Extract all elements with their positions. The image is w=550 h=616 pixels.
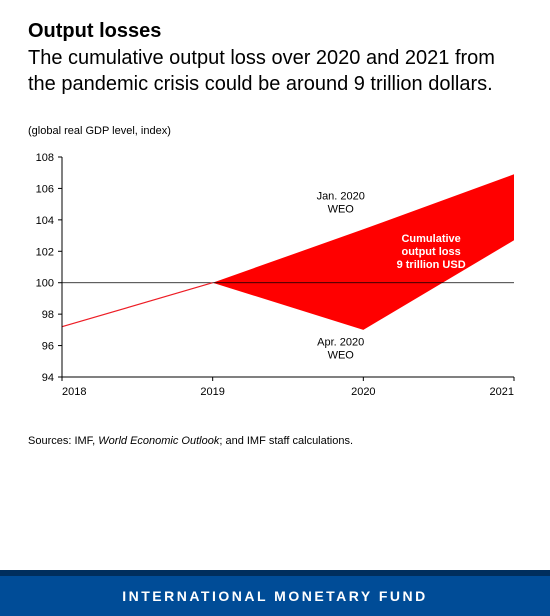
callout-line-1: Cumulative [401,233,460,245]
jan-2020-label-2: WEO [328,203,355,215]
callout-line-3: 9 trillion USD [397,259,466,271]
x-tick-label: 2019 [200,386,224,398]
output-loss-chart: 94 96 98 100 102 104 106 108 2018 2019 2020 2021 Jan… [28,147,522,407]
jan-2020-label: Jan. 2020 [317,190,365,202]
y-tick-label: 94 [42,372,54,384]
sources-italic: World Economic Outlook [98,435,219,447]
y-tick-label: 108 [36,152,54,164]
chart-svg: 94 96 98 100 102 104 106 108 2018 2019 2020 2021 Jan… [28,147,522,407]
y-tick-label: 104 [36,215,54,227]
apr-2020-label-2: WEO [328,350,355,362]
pre-2019-line [62,283,213,327]
y-axis-description: (global real GDP level, index) [28,125,522,137]
y-tick-label: 106 [36,183,54,195]
chart-sources: Sources: IMF, World Economic Outlook; an… [28,435,522,447]
footer-bar: INTERNATIONAL MONETARY FUND [0,570,550,616]
y-tick-label: 96 [42,341,54,353]
x-tick-label: 2020 [351,386,375,398]
apr-2020-label: Apr. 2020 [317,337,364,349]
callout-line-2: output loss [401,246,460,258]
x-tick-label: 2021 [490,386,514,398]
sources-prefix: Sources: IMF, [28,435,98,447]
y-tick-label: 98 [42,309,54,321]
sources-suffix: ; and IMF staff calculations. [219,435,353,447]
chart-subtitle: The cumulative output loss over 2020 and… [28,45,522,97]
footer-text: INTERNATIONAL MONETARY FUND [122,588,428,604]
chart-title: Output losses [28,20,522,43]
x-tick-label: 2018 [62,386,86,398]
y-tick-label: 102 [36,246,54,258]
y-tick-label: 100 [36,278,54,290]
